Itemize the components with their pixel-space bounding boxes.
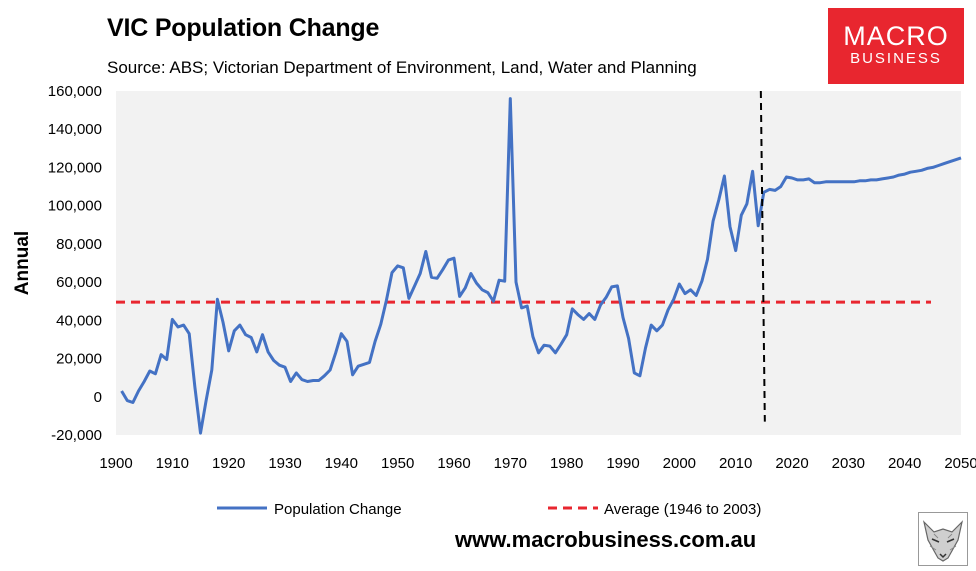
- population-change-line: [120, 97, 962, 435]
- y-axis-ticks: -20,000 0 20,000 40,000 60,000 80,000 100,000 1…: [48, 83, 102, 444]
- y-tick-label: 120,000: [48, 159, 102, 176]
- y-tick-label: 60,000: [56, 274, 102, 291]
- chart-series: [116, 97, 962, 435]
- y-tick-label: 100,000: [48, 198, 102, 215]
- website-url: www.macrobusiness.com.au: [455, 527, 757, 552]
- fox-icon: [918, 512, 968, 566]
- x-tick-label: 2020: [775, 455, 808, 472]
- macrobusiness-logo: MACRO BUSINESS: [828, 8, 964, 84]
- chart-title: VIC Population Change: [107, 14, 380, 42]
- x-tick-label: 2000: [663, 455, 696, 472]
- plot-area: [116, 91, 961, 435]
- x-tick-label: 2040: [888, 455, 921, 472]
- y-tick-label: 20,000: [56, 351, 102, 368]
- x-tick-label: 1990: [606, 455, 639, 472]
- legend-label-average: Average (1946 to 2003): [604, 501, 761, 518]
- y-tick-label: 0: [94, 389, 102, 406]
- x-tick-label: 1960: [437, 455, 470, 472]
- chart-legend: Population Change Average (1946 to 2003): [217, 501, 761, 518]
- y-axis-label: Annual: [12, 231, 33, 295]
- y-tick-label: -20,000: [51, 427, 102, 444]
- y-tick-label: 140,000: [48, 121, 102, 138]
- x-axis-ticks: 1900 1910 1920 1930 1940 1950 1960 1970 1980 1990…: [99, 455, 976, 472]
- y-tick-label: 40,000: [56, 312, 102, 329]
- x-tick-label: 1900: [99, 455, 132, 472]
- x-tick-label: 2010: [719, 455, 752, 472]
- x-tick-label: 1970: [494, 455, 527, 472]
- x-tick-label: 1940: [325, 455, 358, 472]
- logo-line-1: MACRO: [843, 21, 949, 51]
- x-tick-label: 2030: [832, 455, 865, 472]
- x-tick-label: 2050: [944, 455, 976, 472]
- logo-line-2: BUSINESS: [850, 50, 942, 67]
- x-tick-label: 1980: [550, 455, 583, 472]
- chart-subtitle: Source: ABS; Victorian Department of Env…: [107, 58, 697, 77]
- x-tick-label: 1920: [212, 455, 245, 472]
- x-tick-label: 1930: [268, 455, 301, 472]
- x-tick-label: 1910: [156, 455, 189, 472]
- x-tick-label: 1950: [381, 455, 414, 472]
- y-tick-label: 80,000: [56, 236, 102, 253]
- legend-label-population-change: Population Change: [274, 501, 402, 518]
- y-tick-label: 160,000: [48, 83, 102, 100]
